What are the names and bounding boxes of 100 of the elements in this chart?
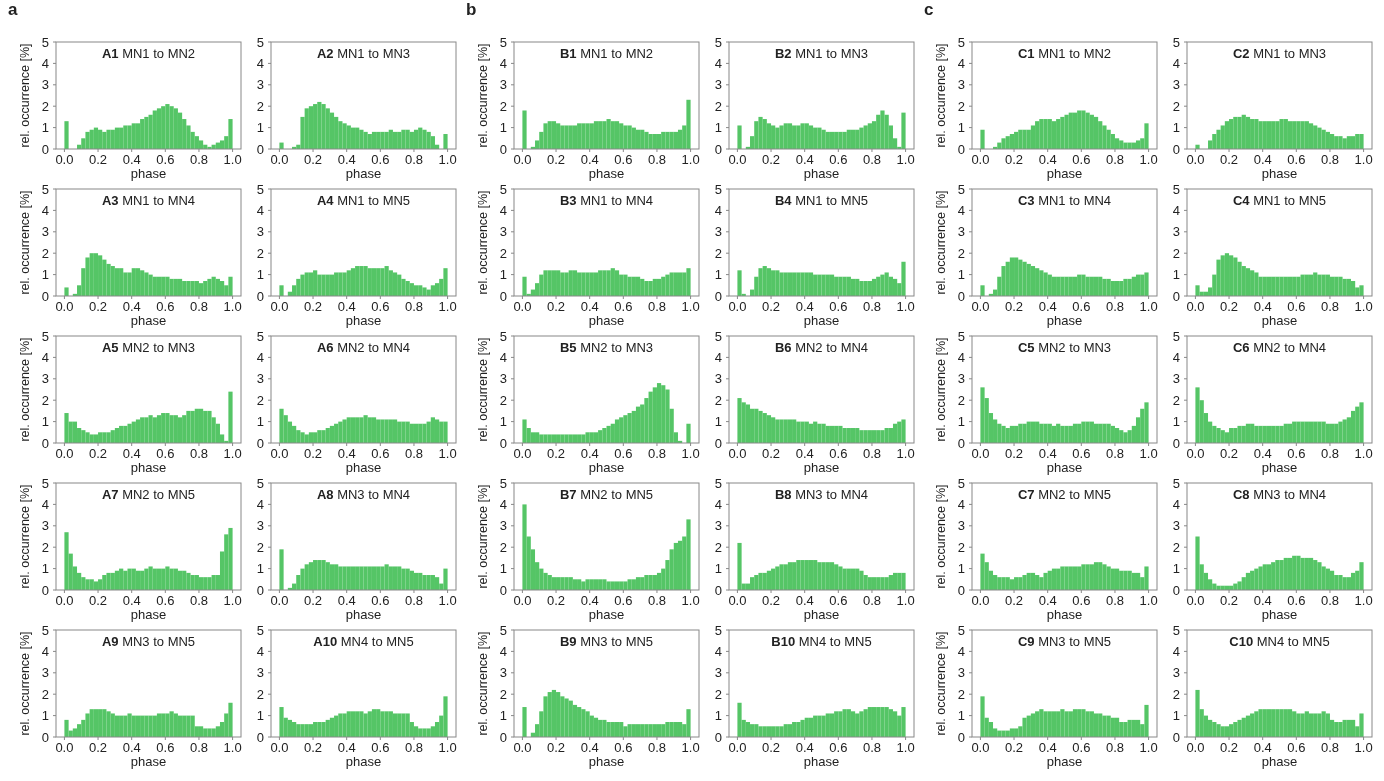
y-tick-label: 1 bbox=[1172, 708, 1180, 724]
y-tick-label: 5 bbox=[41, 181, 49, 197]
x-tick-label: 0.6 bbox=[371, 299, 390, 314]
x-tick-label: 0.2 bbox=[1005, 299, 1024, 314]
y-tick-label: 1 bbox=[499, 414, 507, 430]
y-tick-label: 0 bbox=[499, 435, 507, 451]
y-tick-label: 4 bbox=[499, 496, 507, 512]
x-tick-label: 0.0 bbox=[55, 593, 74, 608]
chart-title: B10 MN4 to MN5 bbox=[771, 634, 872, 649]
text: c bbox=[924, 0, 934, 19]
x-axis-title: phase bbox=[130, 754, 167, 769]
x-tick-label: 0.6 bbox=[614, 593, 633, 608]
y-tick-label: 1 bbox=[256, 414, 264, 430]
x-tick-label: 0.4 bbox=[795, 593, 814, 608]
x-tick-label: 0.2 bbox=[89, 152, 108, 167]
x-tick-label: 0.2 bbox=[762, 446, 781, 461]
y-tick-label: 0 bbox=[256, 582, 264, 598]
y-tick-label: 2 bbox=[957, 245, 965, 261]
y-tick-label: 4 bbox=[1172, 202, 1180, 218]
y-tick-label: 1 bbox=[957, 414, 965, 430]
x-axis-title: phase bbox=[130, 166, 167, 181]
x-axis-title: phase bbox=[345, 460, 382, 475]
y-tick-label: 1 bbox=[714, 267, 722, 283]
y-tick-label: 2 bbox=[256, 392, 264, 408]
y-tick-label: 3 bbox=[957, 665, 965, 681]
x-tick-label: 0.6 bbox=[371, 740, 390, 755]
y-tick-label: 5 bbox=[957, 622, 965, 638]
y-tick-label: 3 bbox=[1172, 518, 1180, 534]
x-tick-label: 0.8 bbox=[647, 593, 666, 608]
x-tick-label: 0.8 bbox=[404, 299, 423, 314]
y-tick-label: 5 bbox=[256, 181, 264, 197]
y-tick-label: 3 bbox=[256, 518, 264, 534]
text: b bbox=[466, 0, 477, 19]
x-tick-label: 0.4 bbox=[122, 446, 141, 461]
y-tick-label: 1 bbox=[1172, 561, 1180, 577]
x-tick-label: 1.0 bbox=[1139, 593, 1158, 608]
x-tick-label: 0.2 bbox=[1005, 593, 1024, 608]
y-tick-label: 2 bbox=[1172, 539, 1180, 555]
x-tick-label: 0.0 bbox=[513, 593, 532, 608]
x-tick-label: 0.2 bbox=[304, 299, 323, 314]
y-tick-label: 3 bbox=[714, 224, 722, 240]
x-tick-label: 0.0 bbox=[270, 446, 289, 461]
x-tick-label: 0.4 bbox=[1038, 446, 1057, 461]
x-tick-label: 0.8 bbox=[647, 740, 666, 755]
x-tick-label: 0.0 bbox=[728, 446, 747, 461]
x-tick-label: 0.8 bbox=[1320, 152, 1339, 167]
x-tick-label: 1.0 bbox=[1354, 740, 1373, 755]
y-tick-label: 0 bbox=[499, 288, 507, 304]
x-tick-label: 0.4 bbox=[337, 152, 356, 167]
y-tick-label: 0 bbox=[499, 141, 507, 157]
y-tick-label: 1 bbox=[41, 561, 49, 577]
y-tick-label: 0 bbox=[957, 288, 965, 304]
x-tick-label: 0.8 bbox=[189, 299, 208, 314]
x-tick-label: 0.0 bbox=[1186, 740, 1205, 755]
x-tick-label: 0.6 bbox=[614, 299, 633, 314]
y-tick-label: 3 bbox=[41, 371, 49, 387]
y-tick-label: 2 bbox=[957, 686, 965, 702]
x-tick-label: 1.0 bbox=[681, 446, 700, 461]
x-tick-label: 1.0 bbox=[1354, 446, 1373, 461]
y-tick-label: 2 bbox=[256, 245, 264, 261]
x-tick-label: 0.2 bbox=[304, 593, 323, 608]
x-tick-label: 1.0 bbox=[1354, 152, 1373, 167]
y-tick-label: 1 bbox=[957, 120, 965, 136]
x-tick-label: 0.0 bbox=[728, 152, 747, 167]
x-tick-label: 0.8 bbox=[404, 593, 423, 608]
y-axis-title: rel. occurrence [%] bbox=[476, 631, 490, 736]
y-tick-label: 3 bbox=[499, 224, 507, 240]
y-tick-label: 1 bbox=[1172, 120, 1180, 136]
chart-title: B8 MN3 to MN4 bbox=[774, 487, 869, 502]
x-tick-label: 0.8 bbox=[862, 593, 881, 608]
y-tick-label: 2 bbox=[957, 392, 965, 408]
x-tick-label: 0.4 bbox=[795, 299, 814, 314]
y-tick-label: 2 bbox=[1172, 245, 1180, 261]
y-tick-label: 5 bbox=[256, 475, 264, 491]
y-tick-label: 3 bbox=[957, 224, 965, 240]
y-tick-label: 5 bbox=[957, 328, 965, 344]
x-axis-title: phase bbox=[588, 754, 625, 769]
x-axis-title: phase bbox=[130, 313, 167, 328]
y-tick-label: 0 bbox=[714, 141, 722, 157]
y-tick-label: 4 bbox=[256, 643, 264, 659]
x-tick-label: 0.4 bbox=[1253, 299, 1272, 314]
y-tick-label: 0 bbox=[499, 729, 507, 745]
y-tick-label: 1 bbox=[41, 708, 49, 724]
x-axis-title: phase bbox=[345, 754, 382, 769]
x-tick-label: 0.4 bbox=[122, 152, 141, 167]
y-tick-label: 4 bbox=[41, 643, 49, 659]
x-tick-label: 0.6 bbox=[1072, 152, 1091, 167]
y-tick-label: 0 bbox=[256, 729, 264, 745]
x-tick-label: 0.6 bbox=[1072, 299, 1091, 314]
y-tick-label: 3 bbox=[957, 77, 965, 93]
y-tick-label: 4 bbox=[256, 496, 264, 512]
y-tick-label: 0 bbox=[41, 141, 49, 157]
x-tick-label: 1.0 bbox=[438, 152, 457, 167]
x-tick-label: 0.6 bbox=[1287, 740, 1306, 755]
x-tick-label: 0.8 bbox=[189, 740, 208, 755]
y-axis-title: rel. occurrence [%] bbox=[18, 484, 32, 589]
y-axis-title: rel. occurrence [%] bbox=[18, 337, 32, 442]
x-tick-label: 1.0 bbox=[896, 593, 915, 608]
y-tick-label: 3 bbox=[41, 665, 49, 681]
y-tick-label: 4 bbox=[499, 55, 507, 71]
